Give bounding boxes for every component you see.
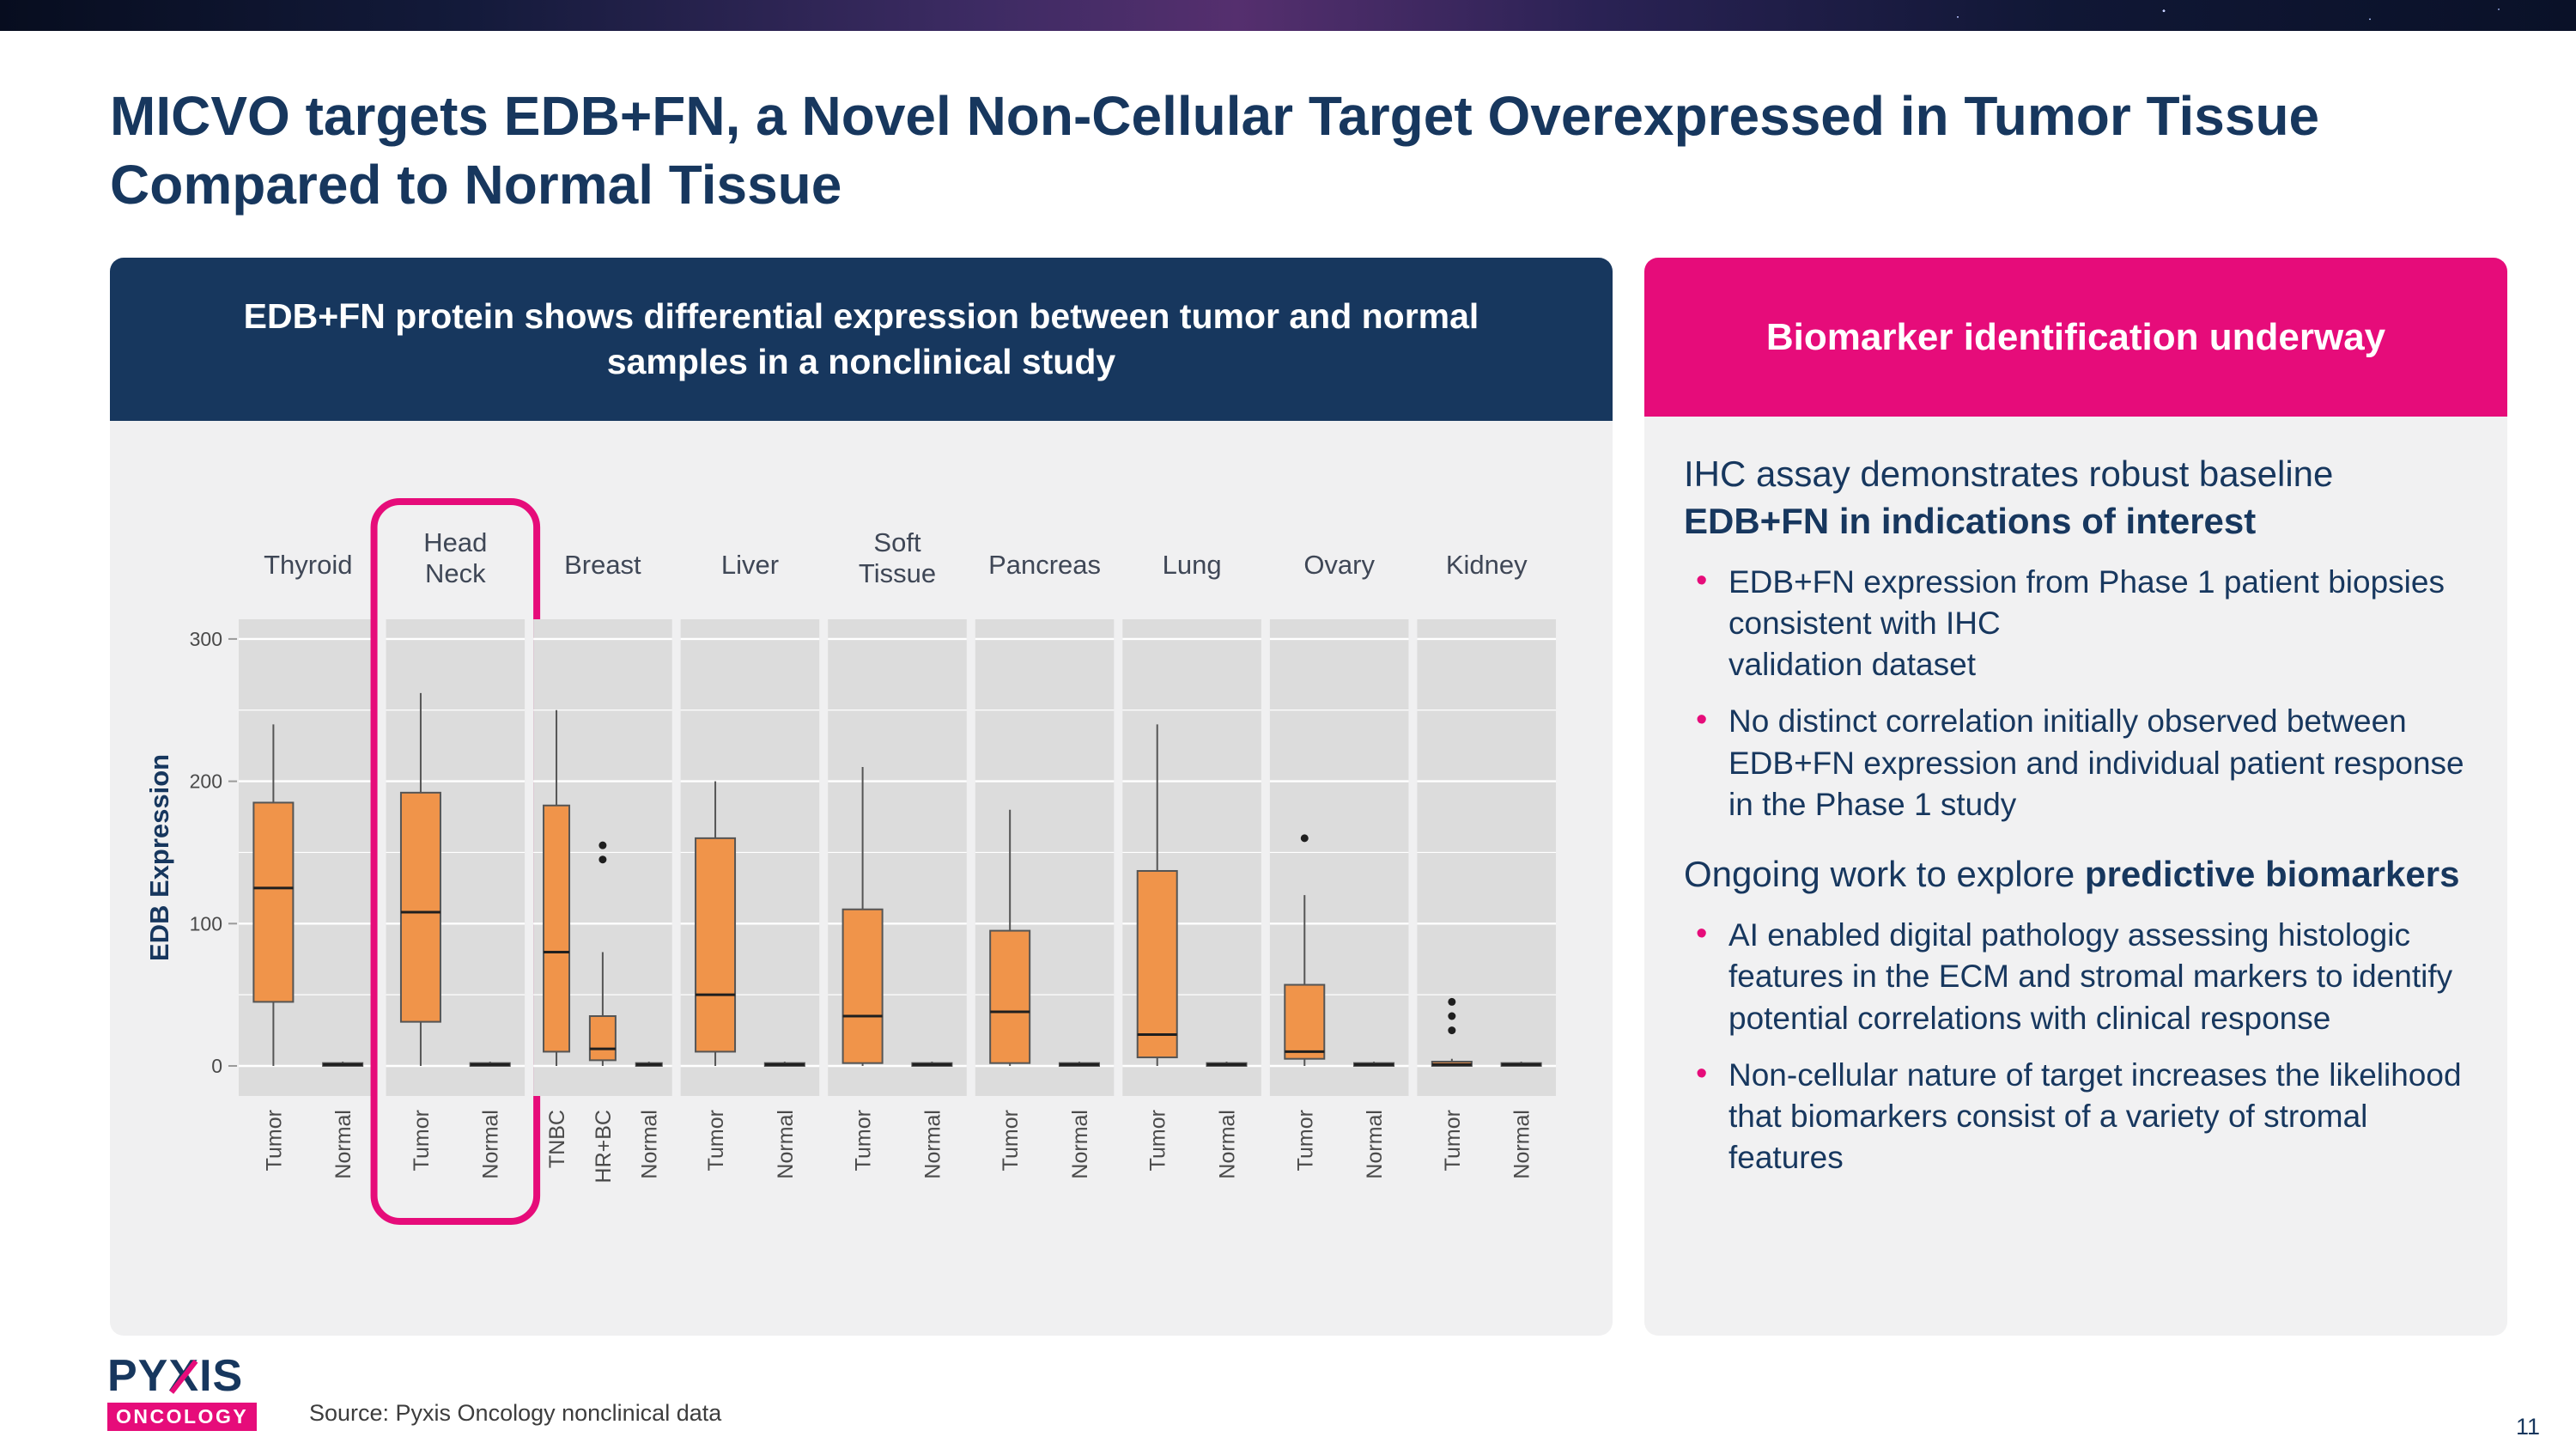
category-label: Normal (638, 1110, 662, 1179)
tissue-label: Kidney (1446, 550, 1528, 580)
list-item: No distinct correlation initially observ… (1684, 701, 2468, 825)
tissue-label: Ovary (1303, 550, 1375, 580)
box (841, 908, 884, 1064)
category-label: Normal (920, 1110, 945, 1179)
bullet-icon (1696, 1053, 1707, 1095)
section1-bullet-list: EDB+FN expression from Phase 1 patient b… (1684, 562, 2468, 825)
page-number: 11 (2515, 1414, 2540, 1440)
top-decorative-banner (0, 0, 2576, 31)
box (989, 929, 1031, 1064)
ongoing-work-intro-regular: Ongoing work to explore (1684, 853, 2085, 894)
panel-bg (1417, 619, 1556, 1096)
box (695, 837, 737, 1053)
bullet-text: AI enabled digital pathology assessing h… (1728, 917, 2453, 1036)
outlier-point (1448, 1026, 1456, 1035)
category-label: TNBC (545, 1110, 569, 1168)
outlier-point (598, 855, 607, 864)
chart-panel: EDB+FN protein shows differential expres… (110, 258, 1613, 1336)
category-label: Normal (1216, 1110, 1240, 1179)
category-label: Tumor (1293, 1110, 1317, 1171)
pyxis-oncology-logo: PYXIS ONCOLOGY (107, 1354, 258, 1431)
bullet-icon (1696, 560, 1707, 602)
source-note: Source: Pyxis Oncology nonclinical data (309, 1400, 722, 1426)
category-label: Normal (1068, 1110, 1092, 1179)
bullet-text: Non-cellular nature of target increases … (1728, 1056, 2462, 1175)
category-label: Normal (1510, 1110, 1534, 1179)
bullet-text: EDB+FN expression from Phase 1 patient b… (1728, 564, 2445, 683)
category-label: Tumor (704, 1110, 728, 1171)
box (588, 1015, 617, 1062)
biomarker-panel: Biomarker identification underway IHC as… (1644, 258, 2507, 1336)
chart-panel-header: EDB+FN protein shows differential expres… (110, 258, 1613, 421)
logo-x-glyph: X (168, 1351, 200, 1401)
tissue-label: Neck (425, 558, 486, 588)
list-item: EDB+FN expression from Phase 1 patient b… (1684, 562, 2468, 685)
y-tick-label: 300 (190, 628, 222, 650)
box (1284, 983, 1326, 1060)
ongoing-work-intro-bold: predictive biomarkers (2084, 853, 2460, 894)
category-label: Normal (774, 1110, 798, 1179)
ongoing-work-intro: Ongoing work to explore predictive bioma… (1684, 851, 2468, 898)
category-label: HR+BC (592, 1110, 616, 1183)
biomarker-panel-header: Biomarker identification underway (1644, 258, 2507, 417)
logo-text: PY (107, 1351, 169, 1401)
category-label: Normal (479, 1110, 503, 1179)
biomarker-panel-header-text: Biomarker identification underway (1765, 315, 2386, 358)
tissue-label: Lung (1163, 550, 1222, 580)
tissue-label: Thyroid (264, 550, 352, 580)
tissue-label: Tissue (859, 558, 936, 588)
category-label: Tumor (410, 1110, 434, 1171)
logo-wordmark: PYXIS (107, 1354, 257, 1398)
category-label: Tumor (1146, 1110, 1170, 1171)
ihc-assay-intro-regular: IHC assay demonstrates robust baseline (1684, 454, 2334, 494)
box (1136, 869, 1178, 1059)
section2-bullet-list: AI enabled digital pathology assessing h… (1684, 915, 2468, 1178)
tissue-label: Pancreas (988, 550, 1101, 580)
tissue-label: Breast (564, 550, 641, 580)
outlier-point (1448, 997, 1456, 1006)
y-tick-label: 100 (190, 912, 222, 935)
outlier-point (1448, 1012, 1456, 1020)
tissue-label: Soft (873, 527, 921, 557)
ihc-assay-intro: IHC assay demonstrates robust baseline E… (1684, 451, 2468, 545)
bullet-icon (1696, 699, 1707, 741)
box (252, 801, 295, 1003)
outlier-point (1300, 834, 1309, 843)
slide-title: MICVO targets EDB+FN, a Novel Non-Cellul… (110, 84, 2320, 216)
edb-expression-boxplot-chart: EDB Expression 0 100 200 300 Thyroid Tumor Norm… (144, 498, 1556, 1225)
category-label: Normal (331, 1110, 355, 1179)
category-label: Tumor (999, 1110, 1023, 1171)
category-label: Normal (1363, 1110, 1387, 1179)
ihc-assay-intro-bold: EDB+FN in indications of interest (1684, 500, 2257, 541)
category-label: Tumor (1441, 1110, 1465, 1171)
logo-text: IS (199, 1351, 244, 1401)
bullet-text: No distinct correlation initially observ… (1728, 703, 2464, 822)
category-label: Tumor (852, 1110, 876, 1171)
list-item: Non-cellular nature of target increases … (1684, 1055, 2468, 1178)
chart-panel-header-text: EDB+FN protein shows differential expres… (243, 295, 1479, 381)
y-axis-title: EDB Expression (144, 754, 174, 961)
y-tick-label: 0 (211, 1055, 222, 1077)
tissue-label: Head (423, 527, 487, 557)
box (543, 804, 571, 1053)
chart-panel-body: EDB Expression 0 100 200 300 Thyroid Tumor Norm… (110, 421, 1613, 1336)
bullet-icon (1696, 913, 1707, 955)
list-item: AI enabled digital pathology assessing h… (1684, 915, 2468, 1038)
biomarker-panel-body: IHC assay demonstrates robust baseline E… (1644, 417, 2507, 1336)
box (399, 791, 441, 1023)
logo-subtext: ONCOLOGY (107, 1403, 258, 1431)
tissue-label: Liver (721, 550, 779, 580)
category-label: Tumor (262, 1110, 286, 1171)
y-tick-label: 200 (190, 770, 222, 793)
outlier-point (598, 841, 607, 849)
